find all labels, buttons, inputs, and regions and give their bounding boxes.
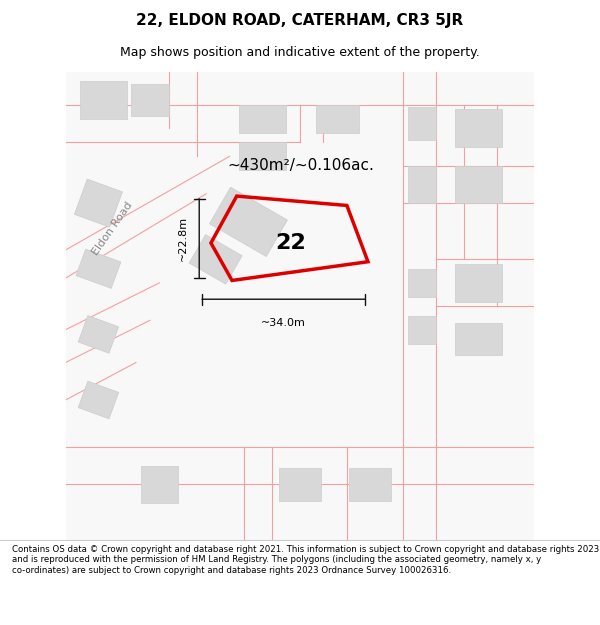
Bar — [239, 104, 286, 132]
Bar — [239, 142, 286, 171]
Bar — [189, 234, 242, 284]
Text: Contains OS data © Crown copyright and database right 2021. This information is : Contains OS data © Crown copyright and d… — [12, 545, 599, 574]
Bar — [408, 166, 436, 203]
Bar — [76, 249, 121, 288]
Text: 22, ELDON ROAD, CATERHAM, CR3 5JR: 22, ELDON ROAD, CATERHAM, CR3 5JR — [136, 14, 464, 29]
Bar — [209, 188, 287, 256]
Text: ~22.8m: ~22.8m — [178, 216, 187, 261]
Bar — [80, 81, 127, 119]
Bar — [408, 316, 436, 344]
Bar — [74, 179, 122, 227]
Bar — [316, 104, 359, 132]
Bar — [408, 269, 436, 297]
Text: 22: 22 — [275, 233, 306, 253]
Bar — [78, 381, 119, 419]
Bar — [140, 466, 178, 503]
Bar — [455, 166, 502, 203]
Bar — [78, 316, 119, 353]
Text: ~34.0m: ~34.0m — [261, 318, 306, 328]
Bar — [279, 468, 321, 501]
Bar — [455, 264, 502, 301]
Bar — [131, 84, 169, 116]
Text: Eldon Road: Eldon Road — [91, 201, 134, 258]
Bar — [349, 468, 391, 501]
Bar — [408, 107, 436, 140]
Bar — [455, 322, 502, 356]
Bar — [455, 109, 502, 147]
Text: ~430m²/~0.106ac.: ~430m²/~0.106ac. — [227, 158, 374, 173]
Text: Map shows position and indicative extent of the property.: Map shows position and indicative extent… — [120, 46, 480, 59]
